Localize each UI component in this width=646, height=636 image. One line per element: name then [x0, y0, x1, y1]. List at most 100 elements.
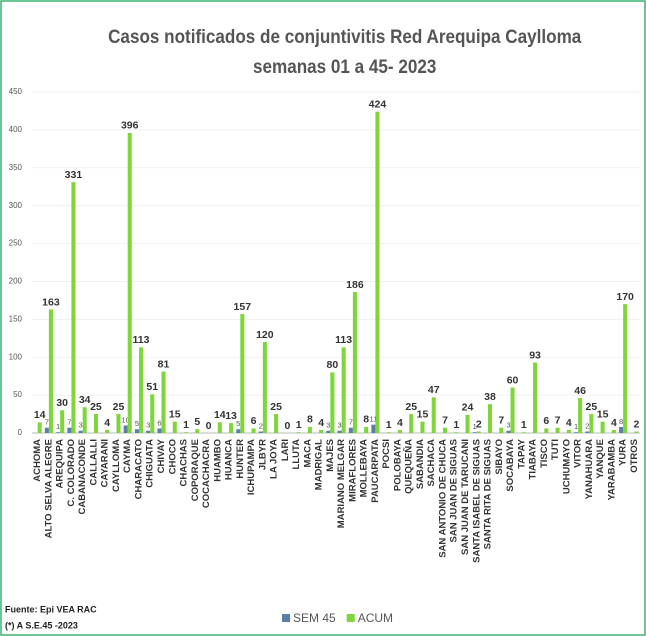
bar	[578, 398, 583, 433]
source-note: Fuente: Epi VEA RAC	[5, 604, 97, 614]
data-label: 396	[121, 120, 139, 132]
data-label: 5	[236, 419, 240, 428]
bar	[262, 342, 267, 433]
data-label: 331	[65, 169, 83, 181]
data-label: 15	[597, 408, 609, 420]
data-label: 25	[270, 401, 282, 413]
data-label: 4	[611, 417, 617, 429]
data-label: 3	[326, 421, 330, 430]
bar	[619, 426, 624, 433]
data-label: 3	[146, 421, 150, 430]
bar	[623, 304, 628, 433]
data-label: 120	[256, 329, 274, 341]
x-tick-label: ALTO SELVA ALEGRE	[43, 439, 54, 538]
x-tick-label: MOLLEBAYA	[359, 439, 370, 498]
data-label: 7	[555, 414, 561, 426]
x-tick-label: CAYARANI	[100, 439, 111, 487]
bar	[71, 182, 76, 433]
data-label: 1	[453, 419, 459, 431]
data-label: 2	[633, 418, 639, 430]
data-label: 157	[234, 301, 252, 313]
x-tick-label: HUAMBO	[212, 439, 223, 482]
data-label: 60	[507, 374, 519, 386]
bar	[611, 429, 616, 433]
x-tick-label: YURA	[618, 439, 629, 466]
data-label: 8	[619, 417, 623, 426]
data-label: 1	[296, 419, 302, 431]
legend-swatch	[346, 614, 355, 622]
data-label: 93	[529, 349, 541, 361]
bar	[105, 429, 110, 433]
data-label: 424	[369, 98, 387, 110]
x-tick-label: MADRIGAL	[314, 439, 325, 490]
data-label: 4	[104, 417, 110, 429]
x-tick-label: LLUTA	[291, 439, 302, 470]
bar	[409, 414, 414, 433]
bar	[319, 429, 324, 433]
data-label: 186	[346, 279, 364, 291]
bar	[127, 132, 132, 434]
data-label: 15	[169, 408, 181, 420]
y-tick-label: 300	[9, 201, 23, 210]
data-label: 7	[67, 418, 71, 427]
data-label: 81	[158, 358, 170, 370]
data-label: 1	[521, 419, 527, 431]
bar	[510, 387, 515, 433]
bar	[37, 422, 42, 433]
bar	[337, 430, 342, 433]
data-label: 11	[369, 415, 377, 424]
data-label: 25	[405, 401, 417, 413]
bar	[123, 425, 128, 433]
bar	[184, 432, 189, 433]
bar	[217, 422, 222, 433]
bar	[397, 429, 402, 433]
bar	[585, 431, 590, 433]
bar	[56, 432, 61, 433]
bar	[521, 432, 526, 433]
x-tick-label: POLOBAYA	[392, 439, 403, 491]
bar	[82, 407, 87, 433]
data-label: 7	[498, 414, 504, 426]
data-label: 1	[574, 422, 578, 431]
data-label: 24	[462, 402, 474, 414]
data-label: 13	[225, 410, 237, 422]
x-tick-label: JLBYR	[257, 439, 268, 470]
x-tick-label: CAYLLOMA	[111, 439, 122, 492]
data-label: 6	[543, 415, 549, 427]
x-tick-label: SACHACA	[426, 439, 437, 487]
x-tick-label: CHIGUATA	[145, 439, 156, 488]
bar	[555, 427, 560, 433]
x-tick-label: SAN JUAN DE TARUCANI	[460, 439, 471, 555]
chart-subtitle: semanas 01 a 45- 2023	[253, 56, 436, 77]
data-label: 14	[214, 409, 226, 421]
bar	[307, 426, 312, 433]
x-tick-label: CALLALLI	[88, 439, 99, 485]
data-label: 4	[397, 417, 403, 429]
data-label: 113	[335, 334, 352, 346]
x-tick-label: CHOCO	[167, 439, 178, 474]
bar	[157, 428, 162, 433]
x-tick-label: LARI	[280, 439, 291, 461]
x-tick-label: TAPAY	[516, 438, 527, 469]
y-tick-label: 200	[9, 277, 23, 286]
x-tick-label: MARIANO MELGAR	[336, 439, 347, 528]
data-label: 14	[34, 409, 46, 421]
x-tick-label: SAN ANTONIO DE CHUCA	[437, 439, 448, 558]
bar	[274, 414, 279, 433]
x-tick-label: TIABAYA	[528, 439, 539, 480]
bar	[134, 429, 139, 433]
bar	[420, 421, 425, 433]
data-label: 1	[473, 422, 477, 431]
x-tick-label: OTROS	[629, 439, 640, 473]
data-label: 4	[566, 417, 572, 429]
x-tick-label: CHIVAY	[156, 438, 167, 473]
data-label: 6	[251, 415, 257, 427]
data-label: 8	[307, 414, 313, 426]
data-label: 51	[146, 381, 158, 393]
data-label: 2	[585, 421, 589, 430]
bar	[348, 427, 353, 433]
bar	[589, 414, 594, 433]
x-tick-label: CABANACONDE	[77, 439, 88, 514]
